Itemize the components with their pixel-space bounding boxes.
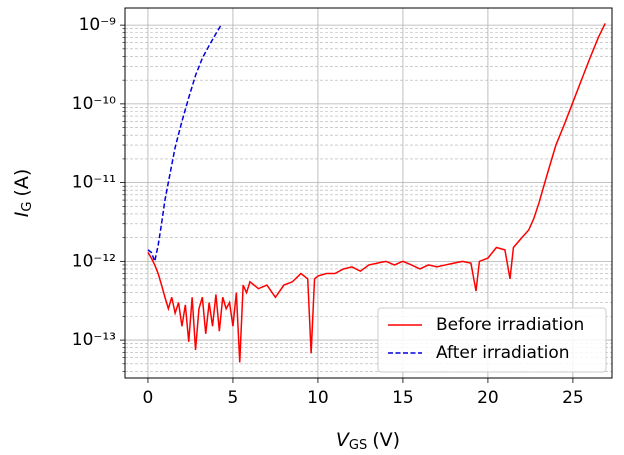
legend-label: After irradiation — [436, 343, 570, 363]
x-tick-label: 20 — [477, 388, 499, 408]
y-tick-label: 10⁻¹² — [72, 251, 116, 271]
axis-unit: (V) — [372, 429, 400, 451]
y_label: IG (A) — [11, 169, 35, 218]
axis-symbol: V — [336, 429, 351, 451]
x-tick-label: 25 — [562, 388, 584, 408]
x-tick-label: 0 — [143, 388, 154, 408]
y-tick-label: 10⁻¹⁰ — [72, 94, 116, 114]
axis-subscript: G — [20, 202, 35, 212]
x_label: VGS (V) — [336, 429, 400, 453]
series-line — [147, 23, 606, 363]
legend-box — [377, 307, 607, 373]
x-tick-label: 5 — [228, 388, 239, 408]
axis-symbol: I — [11, 211, 33, 217]
x-tick-label: 10 — [307, 388, 329, 408]
axis-unit: (A) — [11, 169, 33, 197]
legend-label: Before irradiation — [436, 315, 584, 335]
plot-frame — [124, 7, 613, 379]
y-tick-label: 10⁻⁹ — [79, 15, 117, 35]
series-line — [147, 24, 222, 265]
axis-subscript: GS — [349, 438, 367, 453]
y-tick-label: 10⁻¹¹ — [72, 173, 116, 193]
x-tick-label: 15 — [392, 388, 414, 408]
y-tick-label: 10⁻¹³ — [72, 330, 116, 350]
